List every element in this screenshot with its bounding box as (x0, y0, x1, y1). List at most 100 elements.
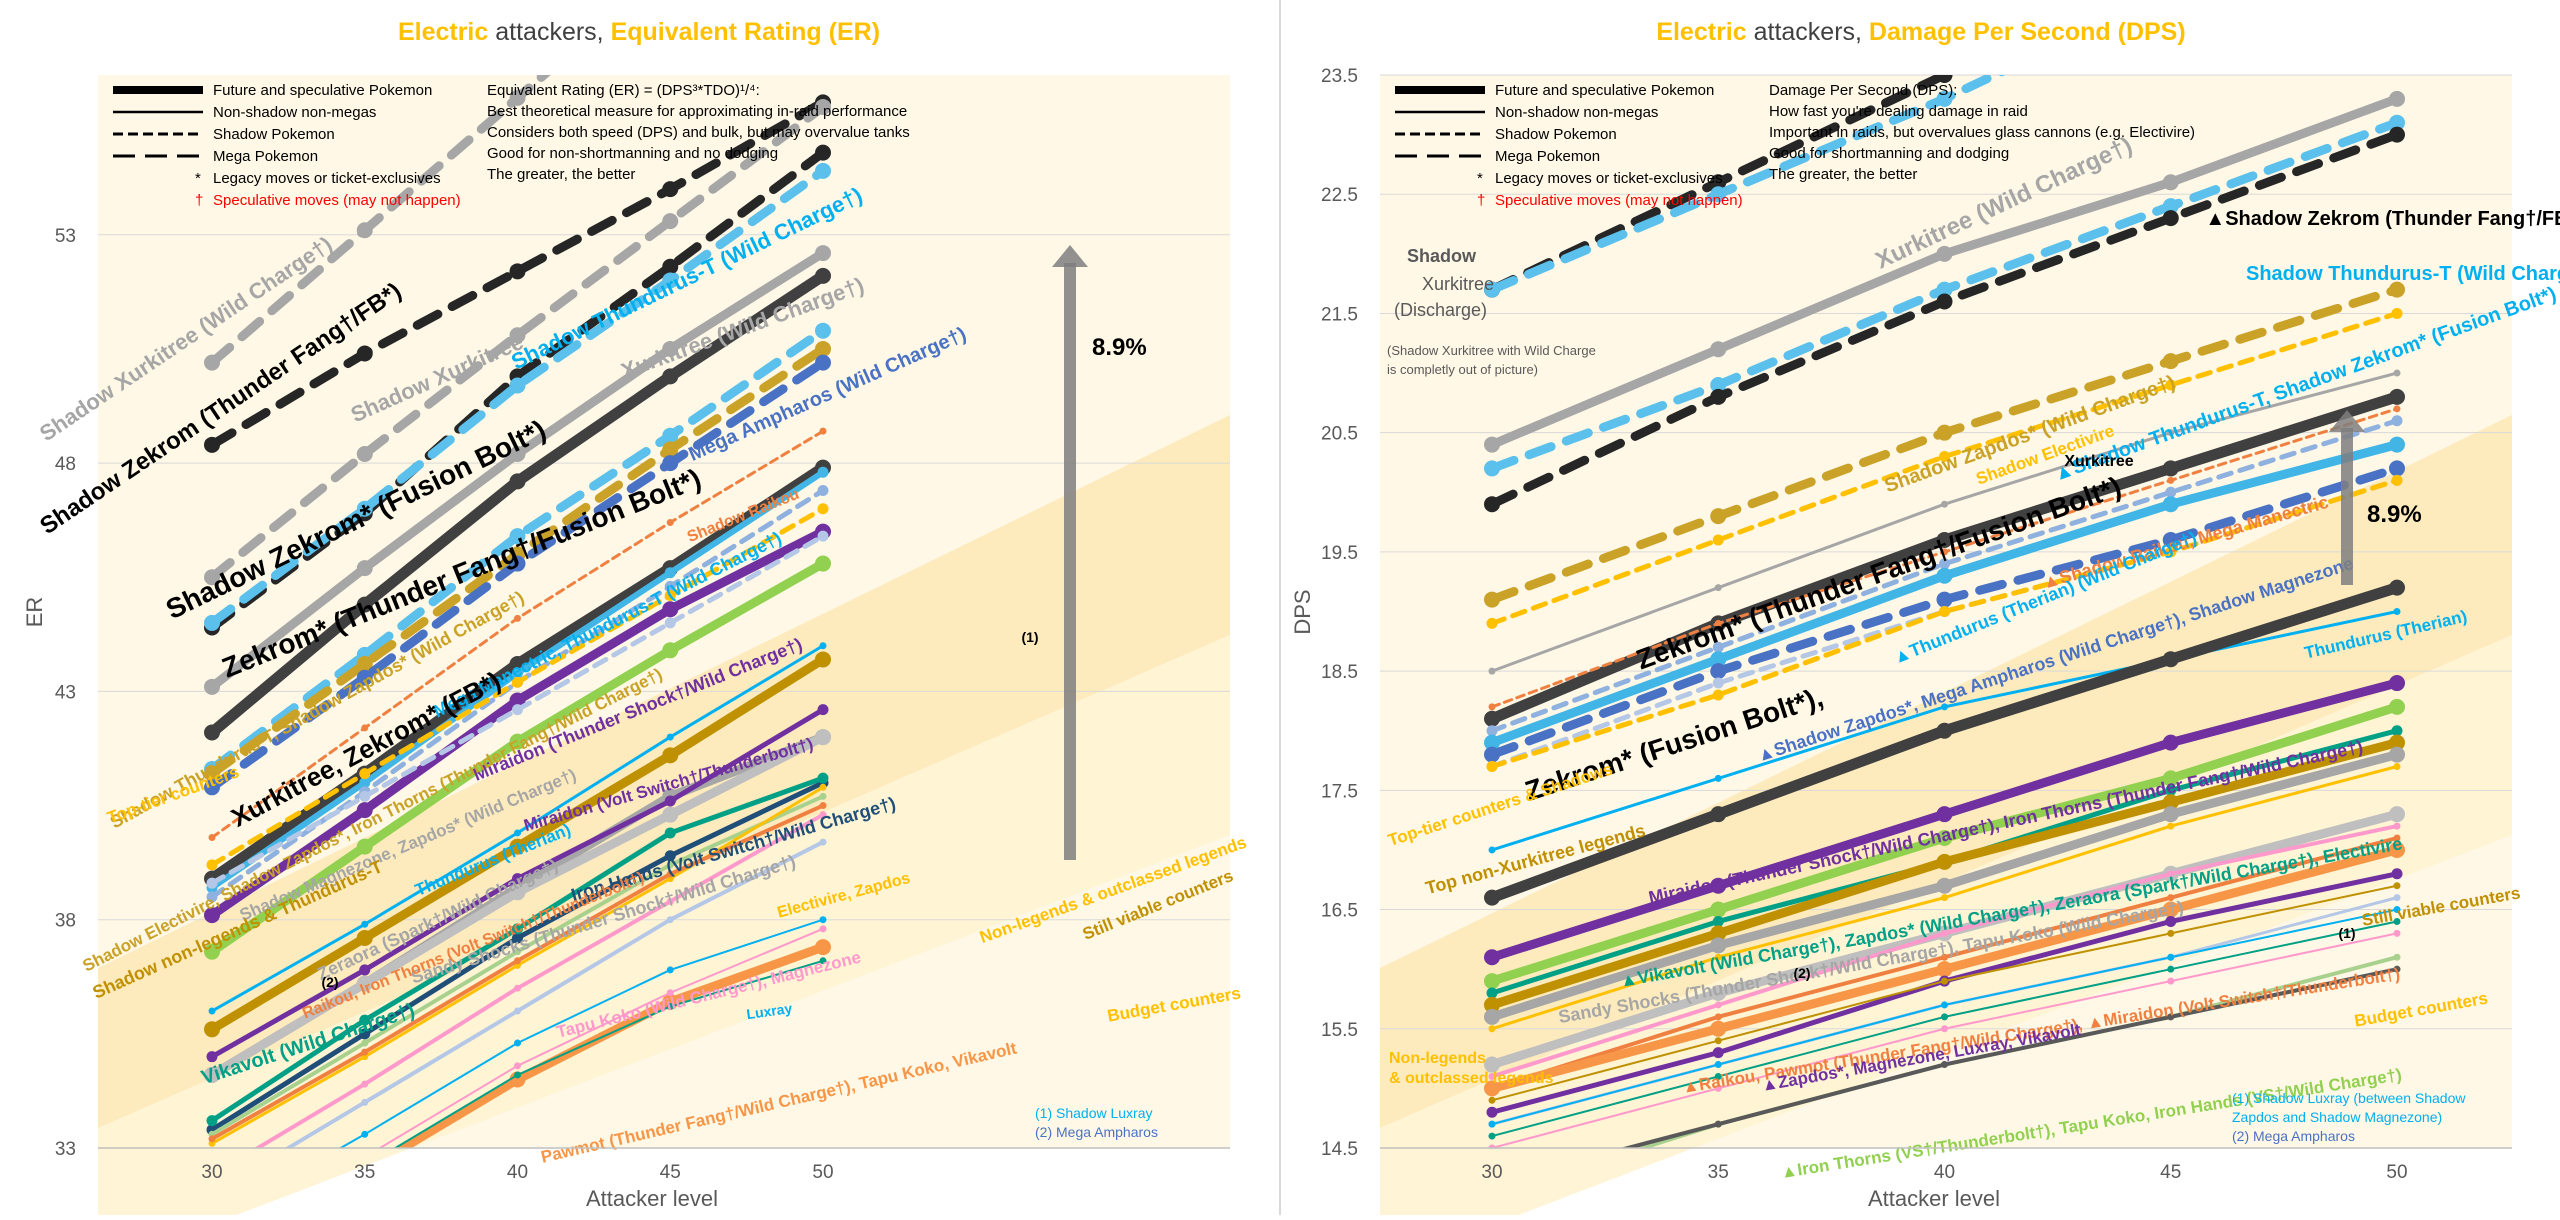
legend-label: Non-shadow non-megas (213, 104, 376, 121)
data-point (662, 181, 679, 198)
note-line: The greater, the better (487, 166, 635, 183)
x-tick-label: 30 (1481, 1162, 1502, 1183)
data-point (2162, 734, 2179, 751)
side-note: Xurkitree (1422, 274, 1494, 294)
data-point (1484, 746, 1500, 763)
data-point (2389, 579, 2405, 596)
data-point (356, 975, 373, 992)
data-point (1710, 877, 1727, 894)
data-point (359, 777, 371, 789)
data-point (666, 1002, 674, 1010)
data-point (817, 530, 829, 542)
gain-arrow-head (1052, 245, 1088, 267)
data-point (204, 614, 220, 631)
data-point (512, 923, 523, 935)
data-point (356, 222, 373, 239)
data-point (1714, 774, 1722, 782)
data-point (662, 747, 679, 764)
data-point (509, 528, 526, 545)
data-point (1712, 677, 1724, 689)
data-point (206, 859, 218, 871)
data-point (666, 897, 674, 905)
data-point (512, 704, 523, 716)
data-point (1936, 722, 1953, 739)
data-point (2167, 977, 2175, 985)
y-tick-label: 38 (55, 911, 76, 932)
series-label: ▲Shadow Zekrom (Thunder Fang†/FB*), (2205, 208, 2560, 230)
data-point (2162, 901, 2179, 918)
data-point (356, 802, 373, 819)
footnote: Zapdos and Shadow Magnezone) (2232, 1109, 2442, 1125)
x-tick-label: 30 (201, 1162, 222, 1183)
legend-label: Mega Pokemon (1495, 148, 1600, 165)
data-point (1488, 1144, 1496, 1148)
x-tick-label: 45 (2160, 1162, 2181, 1183)
data-point (1936, 281, 1953, 298)
data-point (2162, 651, 2179, 668)
data-point (819, 925, 827, 933)
data-point (514, 829, 521, 837)
data-point (1936, 531, 1953, 548)
data-point (2165, 915, 2177, 927)
legend-label: Future and speculative Pokemon (213, 82, 432, 99)
note-line: Damage Per Second (DPS): (1769, 82, 1957, 99)
data-point (1486, 760, 1498, 772)
data-point (1712, 641, 1724, 653)
data-point (2393, 953, 2401, 961)
data-point (1484, 973, 1500, 990)
data-point (1710, 388, 1727, 405)
x-tick-label: 35 (354, 1162, 375, 1183)
data-point (206, 877, 218, 889)
data-point (819, 792, 827, 800)
data-point (1941, 703, 1948, 711)
data-point (1936, 75, 1953, 83)
data-point (1484, 460, 1500, 477)
data-point (1714, 584, 1722, 592)
data-point (1484, 949, 1500, 966)
data-point (666, 518, 674, 526)
data-point (1941, 894, 1948, 902)
data-point (662, 368, 679, 385)
data-point (361, 1039, 369, 1047)
data-point (2393, 965, 2401, 973)
data-point (662, 213, 679, 230)
data-point (356, 669, 373, 686)
data-point (1936, 90, 1953, 107)
y-tick-label: 20.5 (1321, 424, 1358, 445)
data-point (1484, 436, 1500, 453)
data-point (2389, 746, 2405, 763)
data-point (208, 834, 216, 842)
gain-annotation: 8.9% (2367, 501, 2422, 528)
data-point (819, 783, 827, 791)
data-point (2393, 762, 2401, 770)
footnote: (2) Mega Ampharos (2232, 1128, 2355, 1144)
data-point (664, 850, 676, 862)
data-point (662, 272, 679, 289)
series-line (1489, 477, 2400, 769)
data-point (204, 779, 220, 796)
data-point (815, 354, 831, 371)
data-point (2391, 307, 2403, 319)
data-point (1941, 1013, 1948, 1021)
data-point (1712, 1047, 1724, 1059)
legend-label: Legacy moves or ticket-exclusives (1495, 170, 1723, 187)
data-point (2162, 460, 2179, 477)
data-point (204, 354, 220, 371)
data-point (204, 943, 220, 960)
series-label: (2) (1793, 965, 1810, 981)
data-point (1710, 901, 1727, 918)
data-point (1710, 925, 1727, 942)
legend-label: Shadow Pokemon (1495, 126, 1617, 143)
data-point (1936, 853, 1953, 870)
data-point (1714, 1013, 1722, 1021)
data-point (2391, 868, 2403, 880)
data-point (2393, 608, 2401, 615)
data-point (662, 642, 679, 659)
data-point (1484, 889, 1500, 906)
data-point (662, 455, 679, 472)
x-tick-label: 50 (2386, 1162, 2407, 1183)
data-point (509, 884, 526, 901)
data-point (509, 445, 526, 462)
data-point (1936, 245, 1953, 262)
data-point (1714, 1084, 1722, 1092)
